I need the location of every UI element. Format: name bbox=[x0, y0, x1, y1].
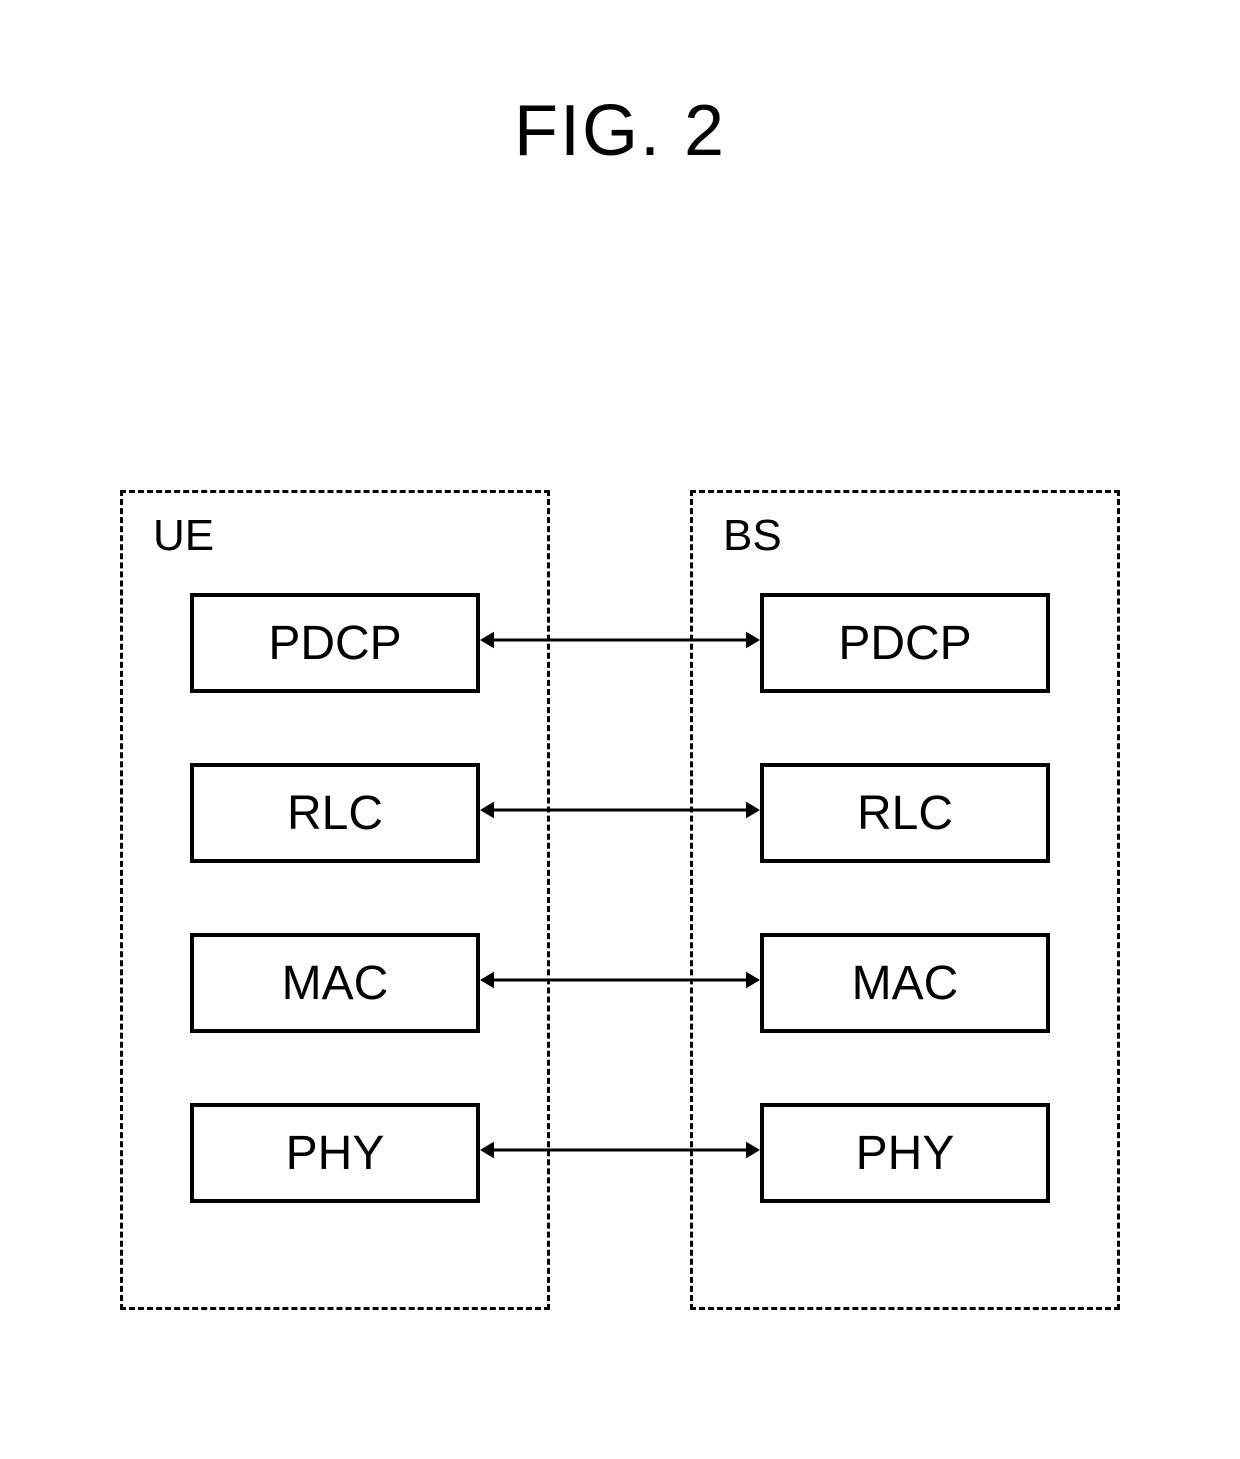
bs-layer-pdcp: PDCP bbox=[760, 593, 1050, 693]
ue-layer-pdcp: PDCP bbox=[190, 593, 480, 693]
bs-stack-label: BS bbox=[723, 511, 782, 561]
bs-stack: BS PDCP RLC MAC PHY bbox=[690, 490, 1120, 1310]
bs-layer-mac: MAC bbox=[760, 933, 1050, 1033]
ue-stack: UE PDCP RLC MAC PHY bbox=[120, 490, 550, 1310]
protocol-stack-diagram: UE PDCP RLC MAC PHY BS PDCP RLC MAC PHY bbox=[120, 490, 1120, 1310]
ue-layer-mac: MAC bbox=[190, 933, 480, 1033]
ue-stack-label: UE bbox=[153, 511, 214, 561]
figure-title: FIG. 2 bbox=[0, 90, 1240, 172]
bs-layer-rlc: RLC bbox=[760, 763, 1050, 863]
ue-layer-phy: PHY bbox=[190, 1103, 480, 1203]
ue-layer-rlc: RLC bbox=[190, 763, 480, 863]
bs-layer-phy: PHY bbox=[760, 1103, 1050, 1203]
